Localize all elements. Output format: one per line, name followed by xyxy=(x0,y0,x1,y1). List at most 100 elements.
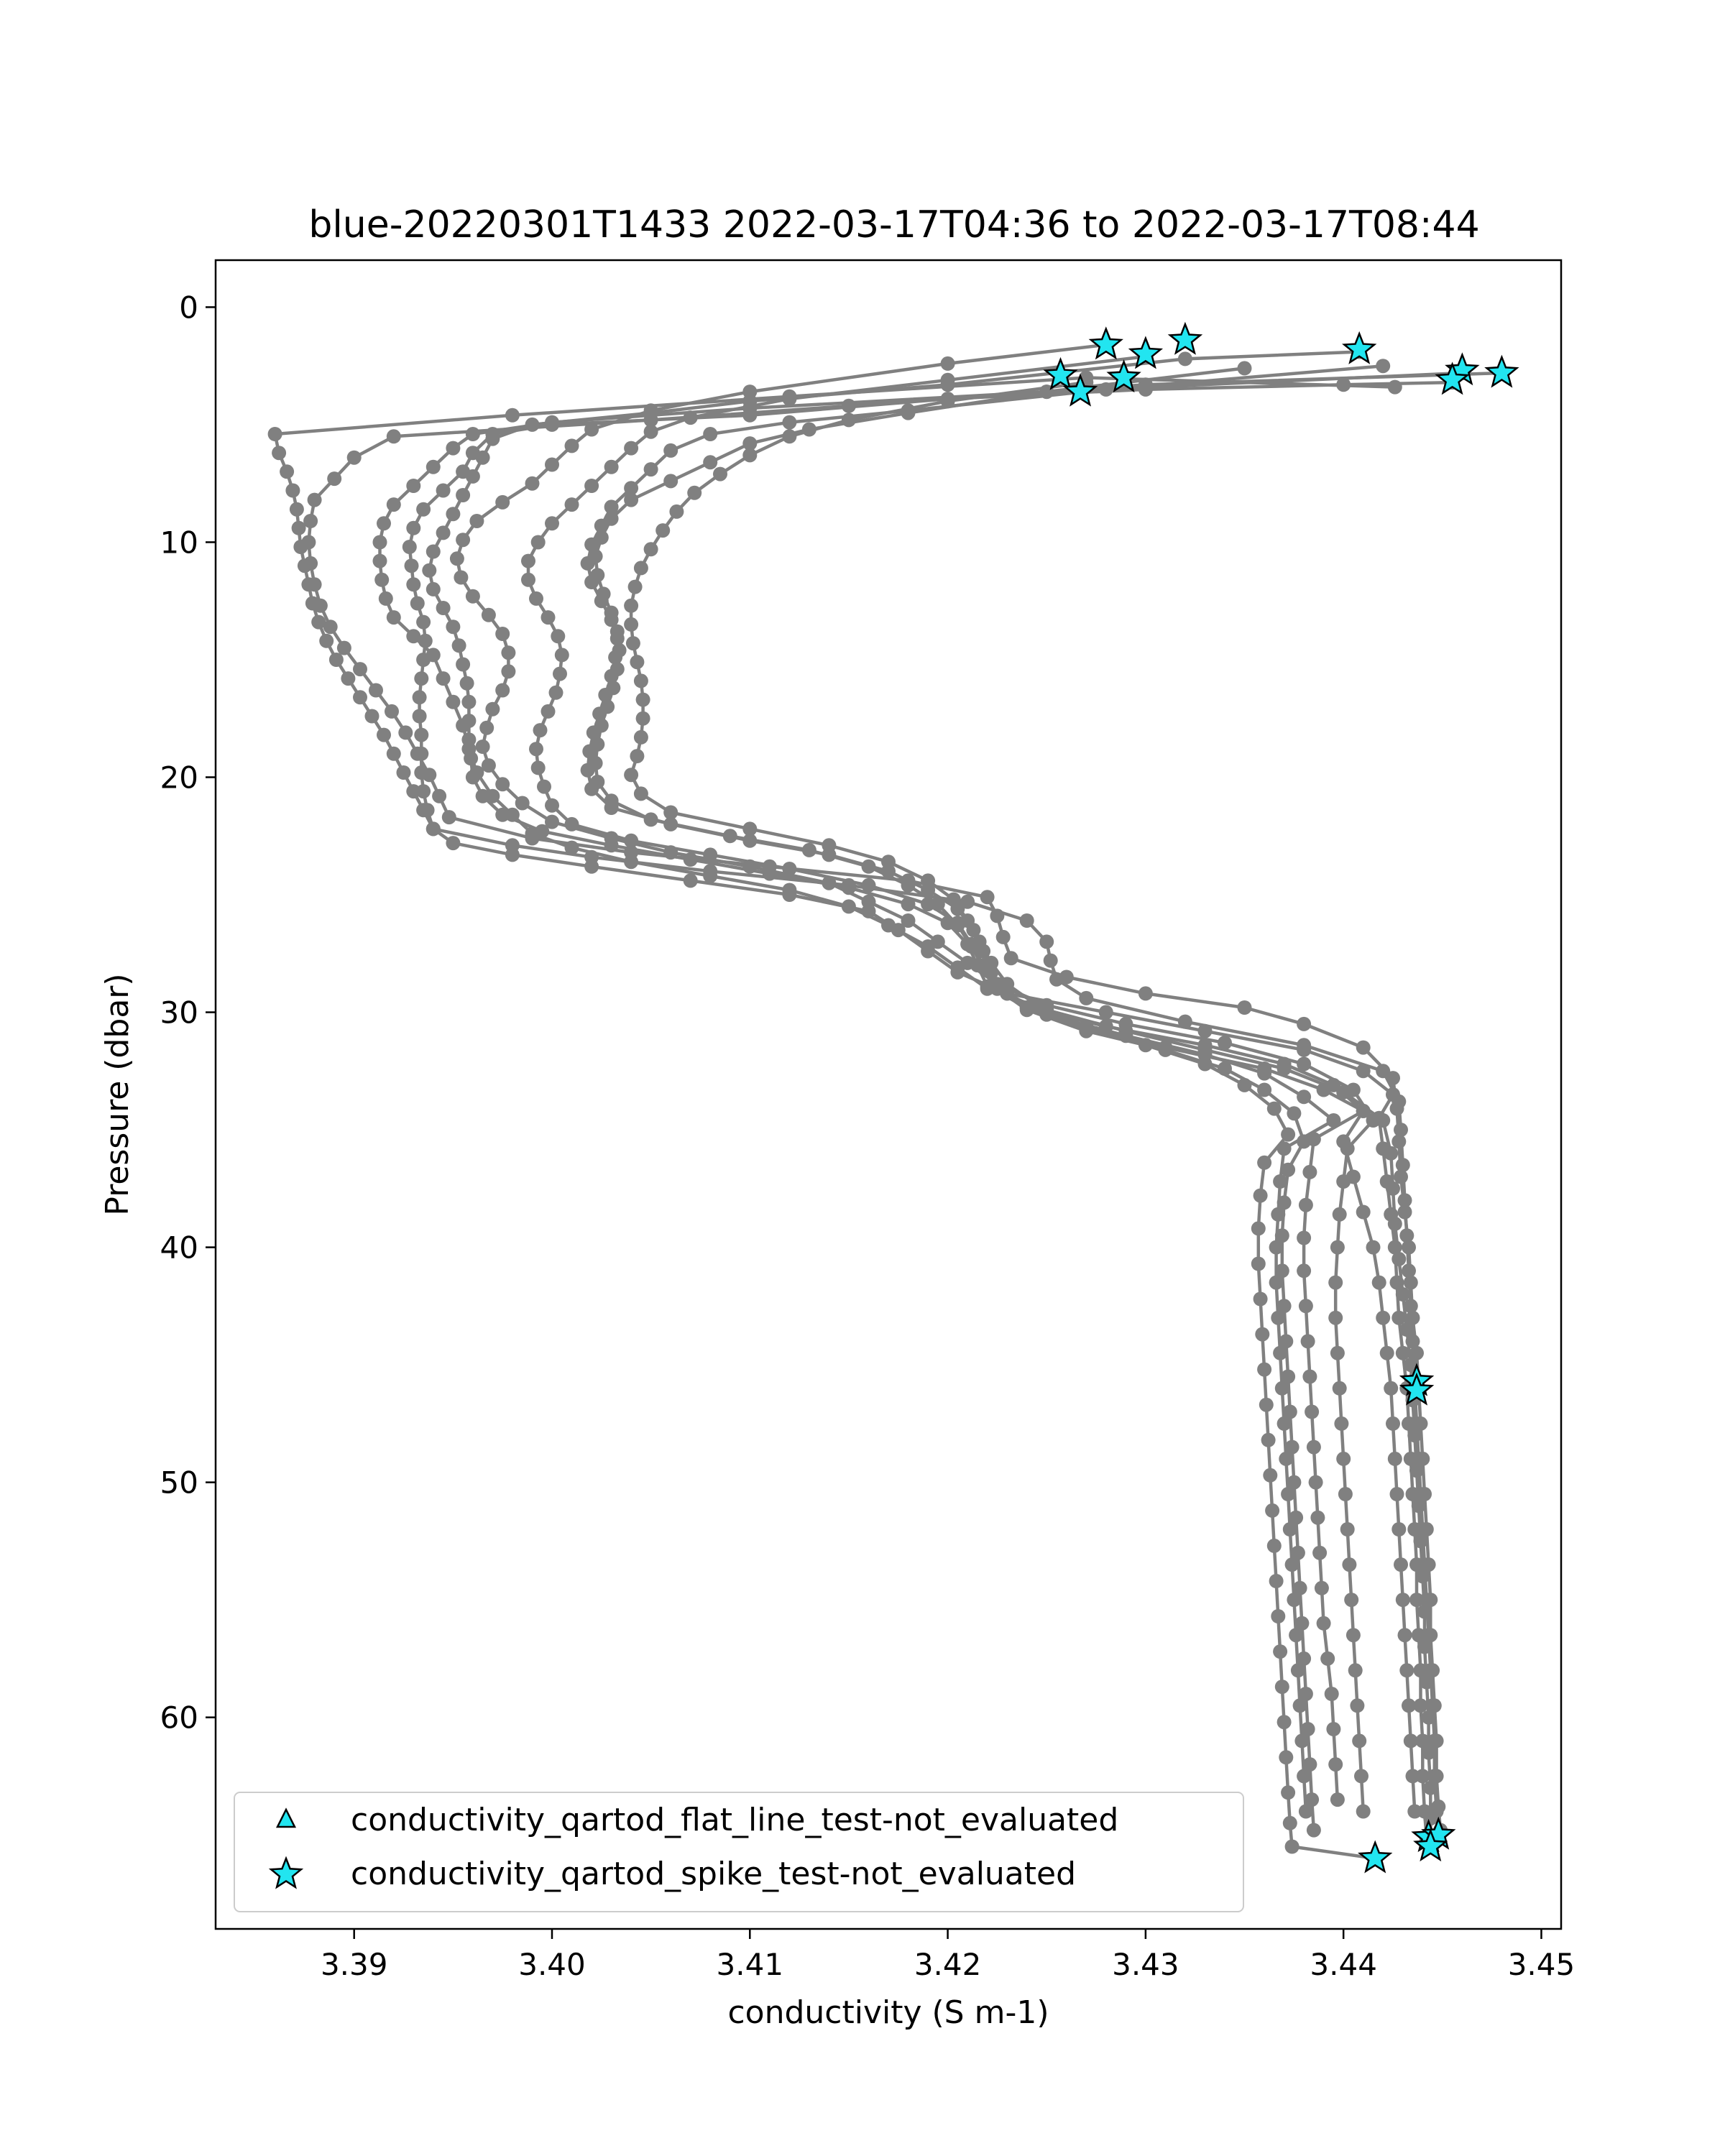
data-point xyxy=(1284,1439,1300,1455)
data-point xyxy=(1043,953,1058,968)
data-point xyxy=(801,422,816,437)
data-point xyxy=(1271,1310,1286,1325)
data-point xyxy=(940,372,955,387)
data-point xyxy=(1276,1195,1292,1210)
data-point xyxy=(703,868,718,883)
data-point xyxy=(950,964,965,980)
spike-flag-star xyxy=(1342,331,1377,364)
data-point xyxy=(446,441,461,456)
flagged-points xyxy=(1043,321,1519,1874)
data-point xyxy=(465,427,480,441)
data-point xyxy=(635,692,650,707)
data-point xyxy=(564,497,579,512)
data-point xyxy=(1138,382,1153,397)
data-point xyxy=(1294,1616,1310,1631)
data-point xyxy=(1269,1240,1284,1255)
data-point xyxy=(703,455,718,470)
data-point xyxy=(1274,1381,1289,1396)
data-point xyxy=(1387,1451,1402,1466)
data-point xyxy=(1413,1534,1428,1549)
data-point xyxy=(553,666,567,681)
data-point xyxy=(525,476,540,491)
data-point xyxy=(1302,1757,1317,1772)
data-point xyxy=(1403,1358,1418,1373)
x-axis-ticks: 3.39 3.40 3.41 3.42 3.43 3.44 3.45 xyxy=(321,1929,1575,1982)
data-point xyxy=(590,775,605,789)
data-point xyxy=(1328,1310,1343,1325)
data-point xyxy=(1324,1687,1339,1701)
data-point xyxy=(1320,1651,1335,1666)
data-point xyxy=(1039,934,1054,949)
spike-flag-star xyxy=(1399,1372,1435,1406)
data-point xyxy=(1354,1769,1368,1784)
data-point xyxy=(1387,1240,1402,1255)
data-point xyxy=(416,614,431,630)
data-point xyxy=(1336,1451,1351,1466)
data-point xyxy=(529,591,543,606)
data-point xyxy=(1399,1663,1414,1678)
data-point xyxy=(1218,1036,1232,1051)
axes-frame xyxy=(214,259,1563,1930)
data-point xyxy=(1330,1345,1345,1360)
data-point xyxy=(1423,1628,1438,1643)
data-point xyxy=(1273,1345,1288,1360)
data-point xyxy=(1403,1451,1418,1466)
data-point xyxy=(374,572,390,587)
data-point xyxy=(1376,1310,1391,1325)
data-point xyxy=(1389,1487,1404,1501)
data-point xyxy=(406,479,421,493)
data-point xyxy=(984,955,999,970)
data-point xyxy=(1397,1204,1412,1220)
data-point xyxy=(663,845,678,860)
data-point xyxy=(1079,990,1094,1005)
data-point xyxy=(610,662,625,677)
data-point xyxy=(554,648,569,663)
data-point xyxy=(465,589,480,604)
data-point xyxy=(1417,1639,1432,1654)
data-point xyxy=(1276,1715,1292,1730)
data-point xyxy=(742,384,758,400)
data-point xyxy=(529,742,543,757)
data-point xyxy=(630,749,645,764)
data-point xyxy=(1276,1056,1292,1072)
data-point xyxy=(481,758,496,773)
data-point xyxy=(1297,1769,1312,1784)
data-point xyxy=(901,897,916,912)
data-point xyxy=(1158,1042,1173,1057)
data-point xyxy=(1276,1141,1292,1156)
data-point xyxy=(406,784,421,799)
y-tick-label: 40 xyxy=(160,1230,198,1266)
spike-flag-star xyxy=(1435,361,1470,395)
data-point xyxy=(669,504,684,519)
data-point xyxy=(402,540,417,554)
x-tick-label: 3.39 xyxy=(321,1947,388,1982)
data-point xyxy=(1336,377,1351,392)
data-point xyxy=(1281,1369,1296,1384)
data-point xyxy=(280,464,295,479)
data-point xyxy=(475,450,490,465)
data-point xyxy=(584,859,599,874)
data-point xyxy=(1297,1263,1312,1279)
data-point xyxy=(1387,379,1402,395)
data-point xyxy=(861,877,876,893)
data-point xyxy=(535,824,550,839)
data-point xyxy=(1237,1077,1252,1092)
data-point xyxy=(285,483,300,498)
data-point xyxy=(643,403,658,418)
data-point xyxy=(406,520,421,535)
data-point xyxy=(624,598,639,613)
data-point xyxy=(412,690,427,705)
data-point xyxy=(1421,1710,1436,1725)
data-point xyxy=(1098,1005,1113,1020)
data-point xyxy=(521,553,535,568)
y-tick-label: 60 xyxy=(160,1700,198,1736)
data-point xyxy=(1395,1287,1410,1302)
data-point xyxy=(485,701,500,717)
data-point xyxy=(1266,1538,1282,1553)
data-point xyxy=(1237,1000,1252,1015)
data-point xyxy=(663,474,678,489)
data-point xyxy=(469,514,484,528)
data-point xyxy=(742,448,758,463)
data-point xyxy=(633,729,648,745)
data-point xyxy=(404,558,419,573)
